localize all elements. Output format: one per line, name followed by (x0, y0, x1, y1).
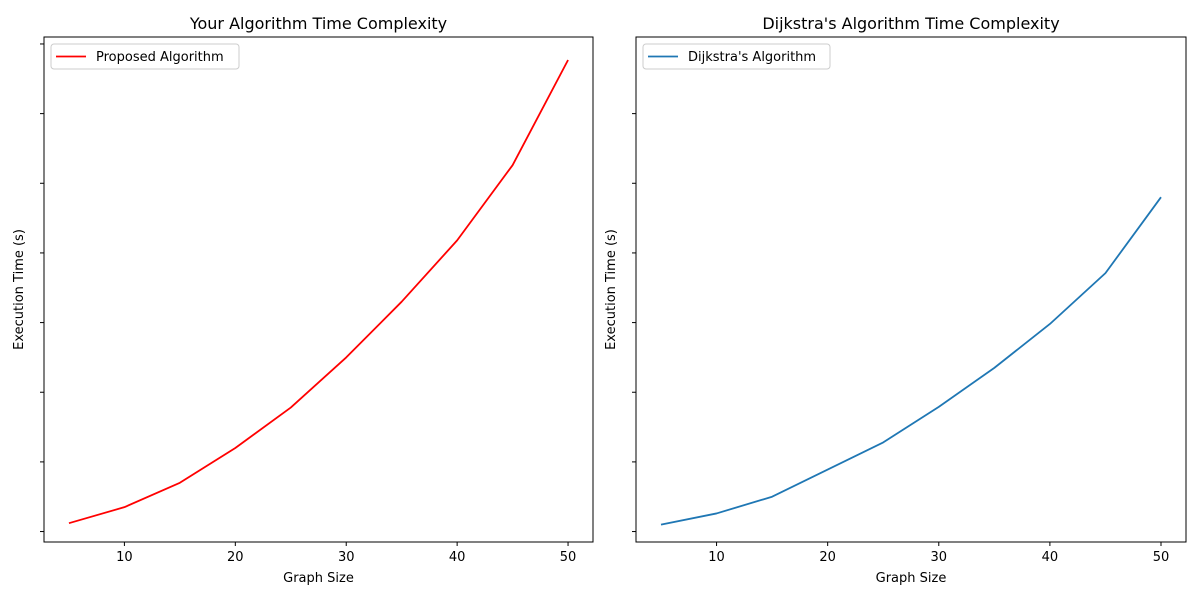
data-point (567, 59, 569, 61)
data-point (511, 164, 513, 166)
x-tick-label: 10 (708, 550, 725, 565)
y-axis-label: Execution Time (s) (604, 229, 619, 350)
legend: Proposed Algorithm (50, 43, 240, 70)
data-point (826, 468, 828, 470)
chart-panel-2: Dijkstra's Algorithm Time Complexity 10 20… (604, 14, 1187, 586)
chart-panel-1: Your Algorithm Time Complexity 10 20 30 40 50… (12, 14, 594, 586)
legend: Dijkstra's Algorithm (642, 43, 831, 70)
y-axis-label: Execution Time (s) (12, 229, 27, 350)
data-point (993, 367, 995, 369)
x-tick-label: 40 (449, 550, 466, 565)
data-point (1160, 196, 1162, 198)
legend-box (50, 43, 240, 70)
data-point (179, 482, 181, 484)
data-point (1049, 323, 1051, 325)
x-tick-label: 20 (819, 550, 836, 565)
legend-label: Dijkstra's Algorithm (688, 50, 816, 65)
x-tick-label: 30 (338, 550, 355, 565)
legend-box (642, 43, 831, 70)
data-point (290, 406, 292, 408)
data-point (68, 522, 70, 524)
data-point (882, 441, 884, 443)
x-tick-label: 20 (227, 550, 244, 565)
data-point (938, 406, 940, 408)
x-tick-label: 10 (116, 550, 133, 565)
chart-title: Your Algorithm Time Complexity (189, 14, 447, 33)
series-line-1 (660, 196, 1162, 526)
data-point (771, 496, 773, 498)
data-point (345, 356, 347, 358)
x-axis-label: Graph Size (283, 571, 354, 586)
data-point (123, 506, 125, 508)
x-tick-label: 40 (1042, 550, 1059, 565)
plot-frame (43, 36, 594, 543)
data-point (660, 523, 662, 525)
data-point (1104, 272, 1106, 274)
x-axis-label: Graph Size (876, 571, 947, 586)
x-tick-label: 50 (560, 550, 577, 565)
data-point (234, 447, 236, 449)
plot-frame (635, 36, 1187, 543)
series-line-1 (68, 59, 569, 525)
legend-label: Proposed Algorithm (96, 50, 224, 65)
data-point (456, 239, 458, 241)
x-tick-label: 50 (1153, 550, 1170, 565)
x-tick-label: 30 (931, 550, 948, 565)
data-point (715, 512, 717, 514)
data-point (400, 300, 402, 302)
chart-title: Dijkstra's Algorithm Time Complexity (762, 14, 1059, 33)
